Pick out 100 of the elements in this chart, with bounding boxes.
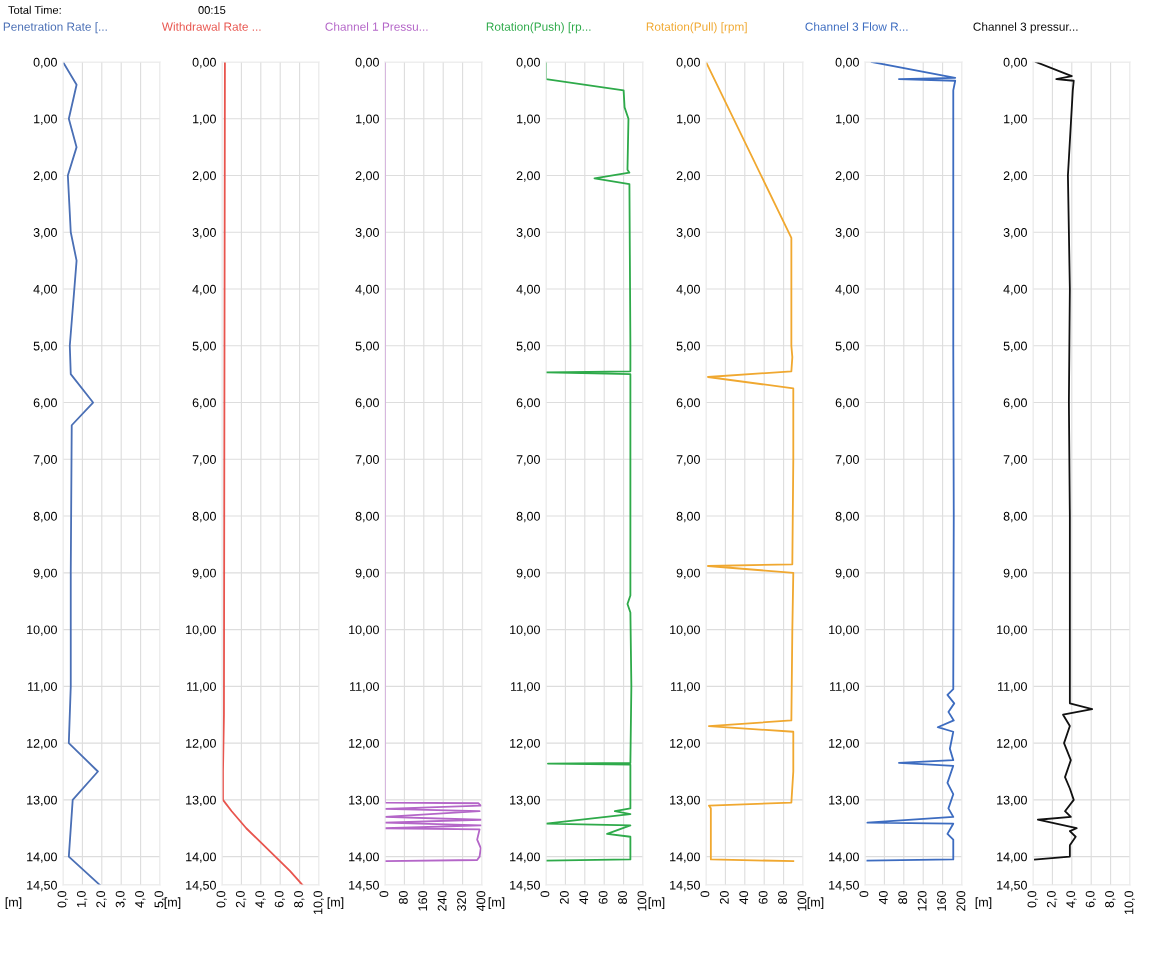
x-tick-label: 240	[437, 891, 447, 911]
y-tick-label: 14,00	[27, 852, 57, 863]
y-tick-label: 12,00	[829, 738, 859, 750]
y-tick-label: 12,00	[349, 738, 379, 750]
x-tick-label: 0,0	[57, 891, 68, 908]
y-tick-label: 8,00	[835, 511, 859, 523]
y-tick-label: 0,00	[676, 57, 700, 69]
y-tick-label: 1,00	[193, 114, 216, 125]
y-tick-label: 13,00	[349, 795, 379, 806]
x-tick-label: 120	[917, 891, 927, 911]
y-tick-label: 2,00	[835, 171, 859, 182]
x-tick-label: 320	[457, 891, 466, 911]
x-tick-label: 6,0	[274, 891, 286, 908]
x-tick-label: 100	[637, 891, 647, 911]
y-tick-label: 0,00	[355, 57, 379, 69]
x-tick-label: 80	[898, 891, 908, 904]
x-tick-label: 8,0	[1105, 891, 1116, 908]
y-tick-label: 1,00	[34, 114, 57, 125]
x-tick-label: 0,0	[216, 891, 227, 908]
x-tick-label: 5,0	[154, 891, 165, 908]
x-tick-label: 40	[579, 891, 589, 905]
y-tick-label: 14,50	[186, 880, 216, 892]
chart-title: Rotation(Pull) [rpm]	[646, 22, 747, 34]
y-tick-label: 4,00	[355, 284, 379, 296]
y-axis-title: [m]	[5, 897, 22, 909]
y-tick-label: 14,00	[349, 852, 379, 863]
y-tick-label: 9,00	[516, 568, 540, 579]
x-tick-label: 20	[719, 891, 729, 904]
x-tick-label: 40	[878, 891, 888, 905]
y-tick-label: 1,00	[1004, 114, 1027, 125]
y-tick-label: 12,00	[997, 738, 1027, 750]
x-tick-label: 400	[476, 891, 486, 912]
x-tick-label: 10,0	[1124, 891, 1135, 914]
y-tick-label: 9,00	[676, 568, 700, 579]
y-tick-label: 14,00	[829, 852, 859, 863]
y-tick-label: 5,00	[835, 341, 859, 352]
y-axis-title: [m]	[807, 897, 824, 909]
x-tick-label: 80	[778, 891, 787, 904]
y-tick-label: 10,00	[349, 625, 379, 636]
x-tick-label: 160	[937, 891, 946, 911]
y-tick-label: 12,00	[510, 738, 540, 750]
y-tick-label: 10,00	[997, 625, 1027, 636]
x-tick-label: 3,0	[115, 891, 127, 908]
y-tick-label: 8,00	[1003, 511, 1027, 523]
y-tick-label: 0,00	[192, 57, 216, 69]
y-tick-label: 4,00	[192, 284, 216, 296]
y-tick-label: 0,00	[835, 57, 859, 69]
y-tick-label: 7,00	[192, 455, 216, 466]
y-tick-label: 14,50	[829, 880, 859, 892]
chart-title: Channel 1 Pressu...	[325, 22, 428, 31]
y-tick-label: 0,00	[516, 57, 540, 69]
text: Total Time:	[8, 5, 61, 14]
x-tick-label: 0	[700, 891, 710, 898]
x-tick-label: 0	[859, 891, 869, 898]
y-tick-label: 5,00	[33, 341, 57, 352]
line-series	[1034, 62, 1094, 861]
y-tick-label: 13,00	[670, 795, 700, 806]
y-tick-label: 5,00	[516, 341, 540, 352]
y-tick-label: 6,00	[835, 398, 859, 409]
chart-title: Withdrawal Rate ...	[161, 22, 261, 31]
y-tick-label: 3,00	[676, 228, 700, 239]
y-tick-label: 13,00	[997, 795, 1027, 806]
y-tick-label: 3,00	[1003, 228, 1027, 239]
y-tick-label: 7,00	[1003, 455, 1027, 466]
y-tick-label: 14,50	[670, 880, 700, 892]
y-tick-label: 11,00	[187, 682, 216, 693]
y-axis-title: [m]	[164, 897, 181, 909]
x-tick-label: 2,0	[235, 891, 247, 908]
y-tick-label: 11,00	[511, 682, 540, 693]
y-tick-label: 1,00	[836, 114, 859, 125]
y-tick-label: 7,00	[835, 455, 859, 466]
y-tick-label: 14,00	[670, 852, 700, 863]
chart-title: Rotation(Push) [rp...	[486, 22, 591, 34]
y-tick-label: 7,00	[33, 455, 57, 466]
y-tick-label: 9,00	[835, 568, 859, 579]
y-tick-label: 6,00	[192, 398, 216, 409]
y-tick-label: 10,00	[186, 625, 216, 636]
y-tick-label: 12,00	[670, 738, 700, 750]
y-tick-label: 10,00	[27, 625, 57, 636]
y-tick-label: 14,00	[510, 852, 540, 863]
y-axis-title: [m]	[975, 897, 992, 909]
x-tick-label: 0,0	[1027, 891, 1038, 908]
y-tick-label: 2,00	[355, 171, 379, 182]
y-tick-label: 4,00	[1003, 284, 1027, 296]
y-tick-label: 6,00	[516, 398, 540, 409]
y-tick-label: 2,00	[676, 171, 700, 182]
x-tick-label: 2,0	[96, 891, 107, 908]
y-axis-title: [m]	[488, 897, 505, 909]
y-tick-label: 9,00	[33, 568, 57, 579]
y-tick-label: 10,00	[510, 625, 540, 636]
text: 00:15	[198, 6, 226, 14]
y-tick-label: 4,00	[676, 284, 700, 296]
y-tick-label: 0,00	[1003, 57, 1027, 69]
y-tick-label: 14,50	[997, 880, 1027, 892]
y-tick-label: 11,00	[830, 682, 859, 693]
x-tick-label: 8,0	[294, 891, 305, 908]
x-tick-label: 6,0	[1085, 891, 1097, 908]
x-tick-label: 40	[739, 891, 749, 905]
y-tick-label: 6,00	[676, 398, 700, 409]
y-tick-label: 4,00	[835, 284, 859, 296]
